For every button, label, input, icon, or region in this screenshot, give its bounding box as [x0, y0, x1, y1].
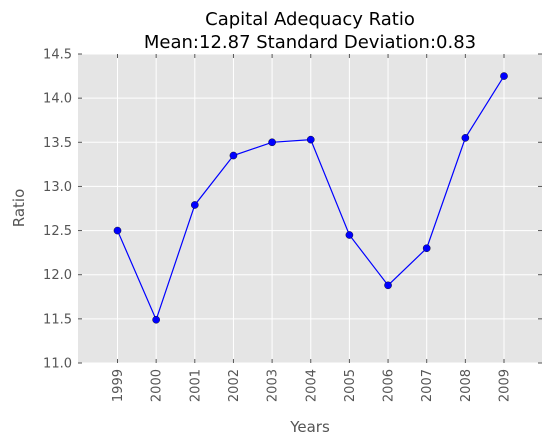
x-axis-label: Years — [289, 418, 330, 436]
chart-title-line1: Capital Adequacy Ratio — [205, 9, 415, 30]
data-point — [113, 226, 122, 235]
y-tick-label: 13.0 — [43, 180, 72, 195]
data-point — [229, 151, 238, 160]
data-point — [384, 281, 392, 290]
chart-title-line2: Mean:12.87 Standard Deviation:0.83 — [144, 32, 476, 53]
y-axis-label: Ratio — [10, 189, 28, 228]
y-tick-label: 12.5 — [43, 224, 72, 239]
x-tick-label: 2009 — [498, 369, 513, 402]
x-tick-label: 2003 — [266, 369, 281, 402]
x-tick-label: 2008 — [459, 369, 474, 402]
axis-ticks — [78, 53, 542, 364]
x-tick-label: 2001 — [188, 369, 203, 402]
y-tick-label: 14.5 — [43, 48, 72, 63]
y-tick-label: 13.5 — [43, 136, 72, 151]
x-tick-label: 2005 — [343, 369, 358, 402]
x-tick-label: 2007 — [420, 369, 435, 402]
y-tick-label: 11.5 — [43, 312, 72, 327]
x-tick-label: 2000 — [150, 369, 165, 402]
x-tick-label: 2006 — [382, 369, 397, 402]
data-point — [152, 315, 160, 324]
x-tick-labels: 1999 2000 2001 2002 2003 2004 2005 2006 2007 2008… — [111, 369, 513, 402]
plot-area — [78, 54, 542, 363]
data-point — [190, 201, 199, 209]
x-tick-label: 1999 — [111, 369, 126, 402]
data-point — [500, 72, 508, 80]
data-point — [345, 231, 354, 239]
x-tick-label: 2004 — [304, 369, 319, 402]
x-tick-label: 2002 — [227, 369, 242, 402]
data-point — [422, 244, 431, 253]
y-tick-label: 14.0 — [43, 92, 72, 107]
y-tick-labels: 11.0 11.5 12.0 12.5 13.0 13.5 14.0 14.5 — [43, 48, 72, 372]
data-point — [306, 135, 315, 144]
y-tick-label: 11.0 — [43, 357, 72, 372]
y-tick-label: 12.0 — [43, 268, 72, 283]
data-points — [113, 72, 508, 324]
data-point — [461, 134, 470, 142]
data-point — [268, 138, 276, 147]
